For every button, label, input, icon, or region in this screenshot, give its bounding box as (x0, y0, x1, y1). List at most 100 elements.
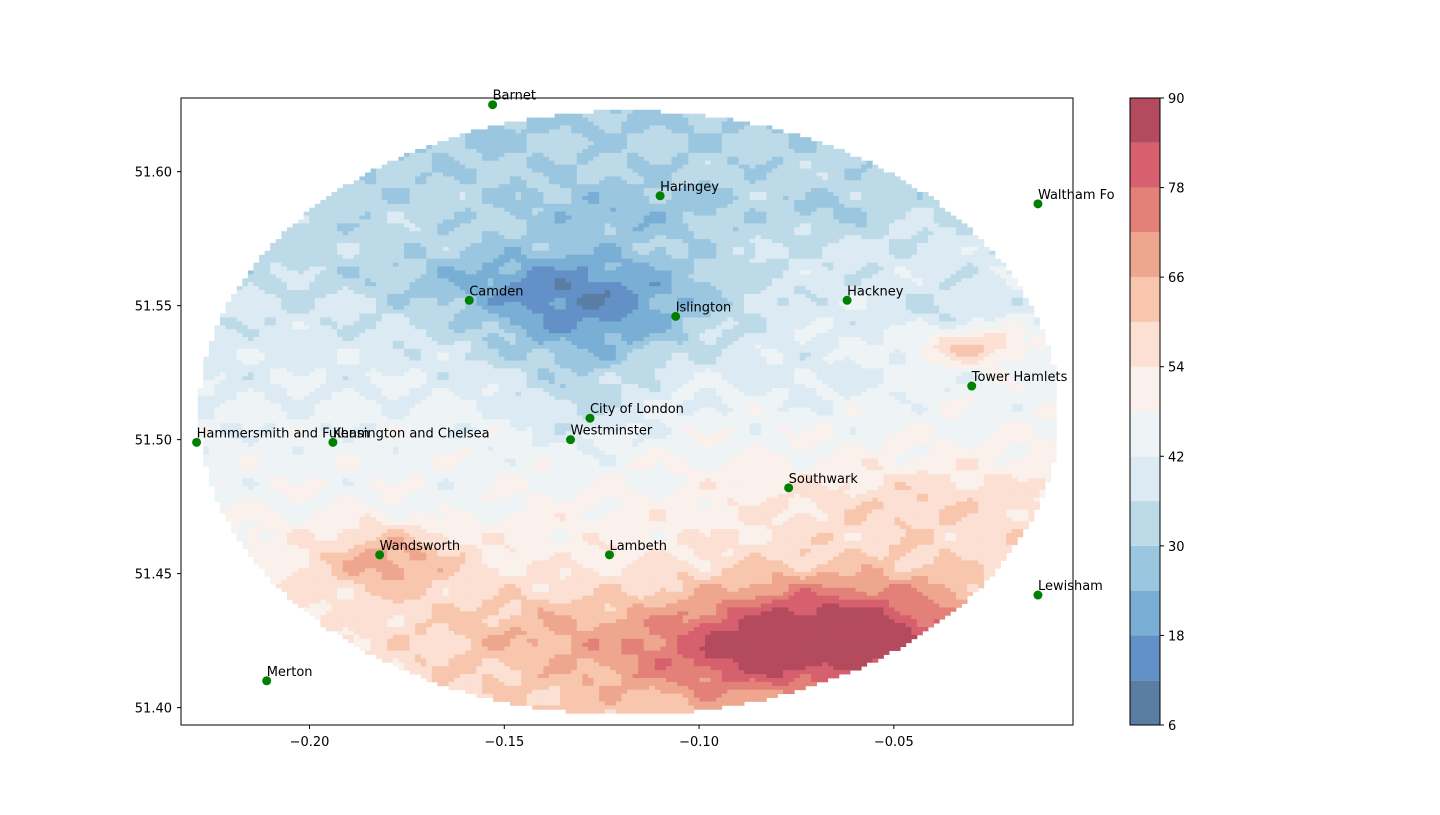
contour-cell (409, 407, 416, 412)
contour-cell (331, 458, 338, 463)
contour-cell (298, 603, 305, 608)
contour-cell (409, 525, 416, 530)
contour-cell (392, 654, 399, 659)
contour-cell (437, 231, 444, 236)
contour-cell (415, 156, 422, 162)
contour-cell (409, 423, 416, 428)
contour-cell (431, 148, 438, 154)
contour-cell (415, 227, 422, 232)
contour-cell (275, 446, 282, 452)
contour-cell (270, 485, 277, 491)
contour-cell (409, 493, 416, 499)
contour-cell (459, 368, 466, 373)
contour-cell (420, 544, 427, 550)
contour-cell (264, 258, 271, 263)
contour-cell (320, 529, 327, 534)
contour-cell (404, 305, 410, 311)
contour-cell (420, 540, 427, 546)
contour-cell (465, 152, 472, 158)
contour-cell (231, 423, 238, 428)
contour-cell (381, 262, 388, 267)
contour-cell (431, 525, 438, 530)
contour-cell (448, 591, 455, 597)
contour-cell (370, 513, 377, 518)
contour-cell (208, 474, 215, 479)
contour-cell (259, 352, 266, 358)
contour-cell (426, 536, 433, 542)
contour-cell (448, 556, 455, 561)
contour-cell (286, 380, 293, 385)
contour-cell (404, 552, 410, 557)
contour-cell (309, 521, 316, 526)
contour-cell (314, 376, 321, 381)
contour-cell (404, 630, 410, 636)
contour-cell (398, 521, 405, 526)
contour-cell (220, 399, 227, 405)
contour-cell (325, 442, 332, 448)
contour-cell (259, 344, 266, 350)
contour-cell (431, 309, 438, 314)
contour-cell (247, 356, 254, 361)
contour-cell (398, 219, 405, 224)
contour-cell (242, 372, 249, 377)
contour-cell (364, 368, 371, 373)
contour-cell (392, 532, 399, 538)
contour-cell (415, 301, 422, 307)
contour-cell (353, 603, 360, 608)
contour-cell (231, 340, 238, 346)
contour-cell (404, 568, 410, 573)
contour-cell (331, 286, 338, 291)
contour-cell (342, 270, 349, 275)
contour-cell (320, 505, 327, 510)
contour-cell (448, 348, 455, 354)
contour-cell (303, 290, 310, 295)
contour-cell (281, 521, 288, 526)
contour-cell (370, 627, 377, 632)
contour-cell (337, 427, 344, 432)
contour-cell (264, 395, 271, 401)
contour-cell (292, 505, 299, 510)
contour-cell (342, 489, 349, 495)
contour-cell (443, 603, 450, 608)
contour-cell (420, 435, 427, 440)
contour-cell (325, 521, 332, 526)
contour-cell (364, 474, 371, 479)
contour-cell (364, 540, 371, 546)
contour-cell (387, 474, 394, 479)
contour-cell (292, 231, 299, 236)
contour-cell (398, 325, 405, 330)
contour-cell (415, 587, 422, 593)
contour-cell (437, 211, 444, 216)
contour-cell (253, 368, 260, 373)
contour-cell (270, 403, 277, 408)
contour-cell (281, 258, 288, 263)
contour-cell (231, 435, 238, 440)
contour-cell (325, 325, 332, 330)
contour-cell (259, 384, 266, 389)
contour-cell (443, 431, 450, 436)
contour-cell (253, 372, 260, 377)
contour-cell (259, 403, 266, 408)
contour-cell (259, 395, 266, 401)
contour-cell (359, 395, 366, 401)
contour-cell (309, 282, 316, 287)
contour-cell (281, 485, 288, 491)
contour-cell (409, 478, 416, 483)
contour-cell (443, 407, 450, 412)
contour-cell (415, 407, 422, 412)
contour-cell (409, 168, 416, 173)
contour-cell (242, 329, 249, 334)
contour-cell (404, 344, 410, 350)
contour-cell (314, 333, 321, 338)
contour-cell (398, 666, 405, 671)
contour-cell (426, 266, 433, 271)
contour-cell (247, 501, 254, 506)
contour-cell (325, 317, 332, 322)
contour-cell (459, 227, 466, 232)
contour-cell (398, 658, 405, 663)
contour-cell (259, 509, 266, 514)
contour-cell (364, 568, 371, 573)
contour-cell (225, 513, 232, 518)
contour-cell (426, 497, 433, 503)
contour-cell (309, 544, 316, 550)
